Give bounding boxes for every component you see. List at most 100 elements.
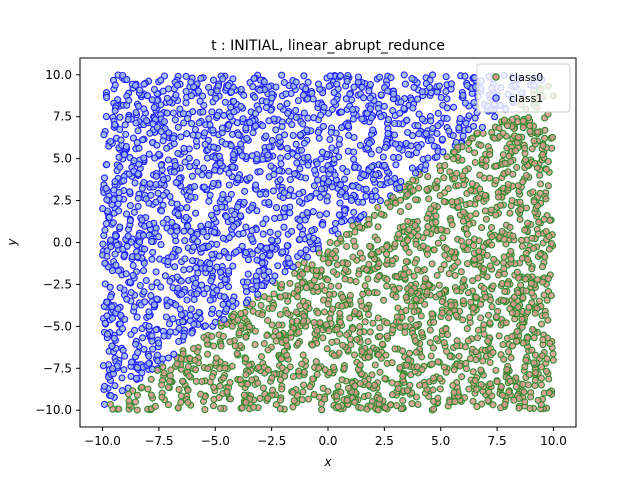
point-class0 xyxy=(454,143,462,151)
point-class1 xyxy=(121,315,129,323)
point-class0 xyxy=(242,371,250,379)
point-class1 xyxy=(227,190,235,198)
point-class1 xyxy=(142,195,150,203)
point-class0 xyxy=(249,403,258,411)
point-class0 xyxy=(361,318,369,326)
point-class1 xyxy=(335,211,343,219)
point-class0 xyxy=(541,126,549,134)
point-class1 xyxy=(107,243,115,251)
point-class0 xyxy=(514,289,522,297)
point-class1 xyxy=(131,179,139,187)
point-class0 xyxy=(334,403,342,411)
point-class0 xyxy=(430,246,438,254)
point-class0 xyxy=(508,342,517,350)
point-class0 xyxy=(530,334,538,342)
point-class0 xyxy=(216,382,224,390)
point-class0 xyxy=(479,129,487,137)
point-class1 xyxy=(422,130,430,138)
point-class1 xyxy=(192,137,200,145)
point-class1 xyxy=(209,179,218,188)
point-class0 xyxy=(465,238,473,246)
point-class0 xyxy=(365,310,373,319)
point-class0 xyxy=(402,257,410,266)
point-class1 xyxy=(278,248,287,256)
point-class1 xyxy=(240,91,248,99)
point-class0 xyxy=(275,331,283,339)
point-class0 xyxy=(174,404,182,412)
point-class0 xyxy=(389,193,397,201)
point-class0 xyxy=(421,300,429,308)
point-class0 xyxy=(481,293,490,301)
point-class1 xyxy=(136,238,144,246)
point-class0 xyxy=(524,114,533,122)
point-class1 xyxy=(206,296,214,304)
point-class1 xyxy=(299,91,307,99)
point-class0 xyxy=(434,239,442,247)
point-class0 xyxy=(549,350,557,358)
point-class0 xyxy=(346,291,354,300)
point-class1 xyxy=(159,176,167,184)
point-class1 xyxy=(180,227,188,235)
point-class0 xyxy=(469,368,477,376)
point-class0 xyxy=(482,215,490,223)
point-class1 xyxy=(199,244,207,252)
point-class0 xyxy=(312,267,320,275)
legend-box xyxy=(476,63,571,113)
point-class1 xyxy=(219,300,227,309)
point-class0 xyxy=(544,157,552,166)
point-class0 xyxy=(144,385,152,393)
point-class1 xyxy=(172,91,180,99)
point-class0 xyxy=(425,195,433,203)
point-class0 xyxy=(321,366,329,374)
point-class0 xyxy=(388,257,397,265)
point-class1 xyxy=(182,87,190,96)
point-class1 xyxy=(227,88,235,96)
point-class0 xyxy=(405,349,414,357)
point-class0 xyxy=(242,333,250,341)
point-class1 xyxy=(142,276,150,285)
point-class1 xyxy=(354,73,362,81)
point-class1 xyxy=(418,88,426,96)
point-class1 xyxy=(146,180,154,188)
point-class0 xyxy=(518,323,526,331)
point-class1 xyxy=(107,392,115,400)
point-class0 xyxy=(310,318,318,327)
point-class1 xyxy=(426,83,434,91)
point-class0 xyxy=(412,240,420,248)
point-class1 xyxy=(429,71,437,79)
point-class1 xyxy=(367,150,375,158)
point-class1 xyxy=(234,131,242,139)
point-class1 xyxy=(310,114,318,122)
point-class1 xyxy=(188,329,196,337)
point-class0 xyxy=(147,375,155,383)
point-class0 xyxy=(465,220,473,228)
point-class0 xyxy=(216,404,225,412)
point-class1 xyxy=(328,183,336,191)
point-class0 xyxy=(257,353,266,361)
point-class1 xyxy=(438,135,446,143)
point-class0 xyxy=(465,385,473,393)
point-class1 xyxy=(281,268,289,276)
point-class0 xyxy=(208,332,216,340)
point-class0 xyxy=(396,323,404,332)
point-class0 xyxy=(276,376,285,384)
point-class0 xyxy=(507,354,515,362)
point-class0 xyxy=(158,393,166,401)
point-class0 xyxy=(480,265,488,273)
point-class1 xyxy=(148,255,156,263)
point-class0 xyxy=(492,313,500,321)
point-class0 xyxy=(418,328,426,337)
point-class1 xyxy=(168,218,176,227)
point-class0 xyxy=(242,355,250,363)
point-class0 xyxy=(411,336,419,345)
point-class1 xyxy=(266,251,274,259)
point-class0 xyxy=(440,174,448,182)
point-class0 xyxy=(440,363,448,371)
point-class1 xyxy=(117,136,125,144)
point-class0 xyxy=(466,313,474,322)
point-class0 xyxy=(424,173,432,181)
point-class1 xyxy=(351,163,359,171)
point-class0 xyxy=(499,341,507,349)
point-class0 xyxy=(356,380,364,388)
point-class0 xyxy=(308,261,316,269)
